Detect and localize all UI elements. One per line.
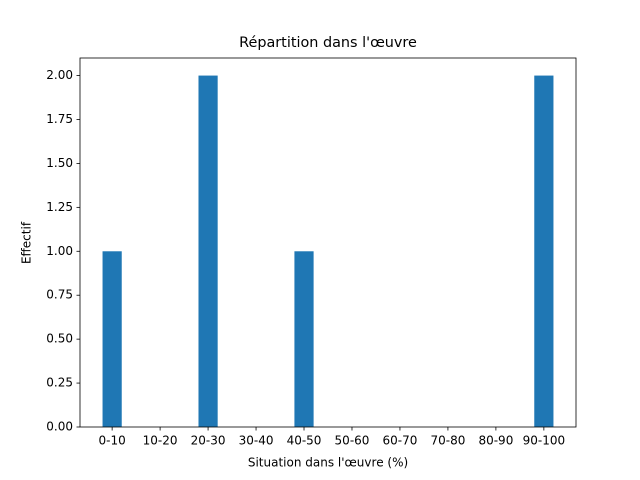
y-tick-label: 2.00 bbox=[46, 68, 73, 82]
y-tick-label: 0.50 bbox=[46, 332, 73, 346]
bar bbox=[102, 251, 122, 427]
x-axis-label: Situation dans l'œuvre (%) bbox=[248, 456, 408, 470]
x-tick-label: 40-50 bbox=[287, 434, 322, 448]
x-tick-label: 70-80 bbox=[430, 434, 465, 448]
bar bbox=[198, 75, 218, 428]
x-tick-label: 50-60 bbox=[335, 434, 370, 448]
y-tick-label: 0.25 bbox=[46, 376, 73, 390]
x-tick-label: 20-30 bbox=[191, 434, 226, 448]
x-tick-label: 90-100 bbox=[523, 434, 566, 448]
x-tick-label: 80-90 bbox=[478, 434, 513, 448]
y-axis-label: Effectif bbox=[20, 221, 34, 264]
bar bbox=[534, 75, 554, 428]
y-tick-label: 0.75 bbox=[46, 288, 73, 302]
y-tick-label: 1.50 bbox=[46, 156, 73, 170]
chart-title: Répartition dans l'œuvre bbox=[239, 35, 417, 51]
x-tick-label: 60-70 bbox=[383, 434, 418, 448]
y-tick-label: 1.75 bbox=[46, 112, 73, 126]
x-tick-label: 30-40 bbox=[239, 434, 274, 448]
x-tick-label: 0-10 bbox=[99, 434, 126, 448]
y-tick-label: 0.00 bbox=[46, 420, 73, 434]
y-tick-label: 1.25 bbox=[46, 200, 73, 214]
y-tick-label: 1.00 bbox=[46, 244, 73, 258]
x-tick-label: 10-20 bbox=[143, 434, 178, 448]
bar bbox=[294, 251, 314, 427]
plot-frame bbox=[79, 57, 577, 428]
